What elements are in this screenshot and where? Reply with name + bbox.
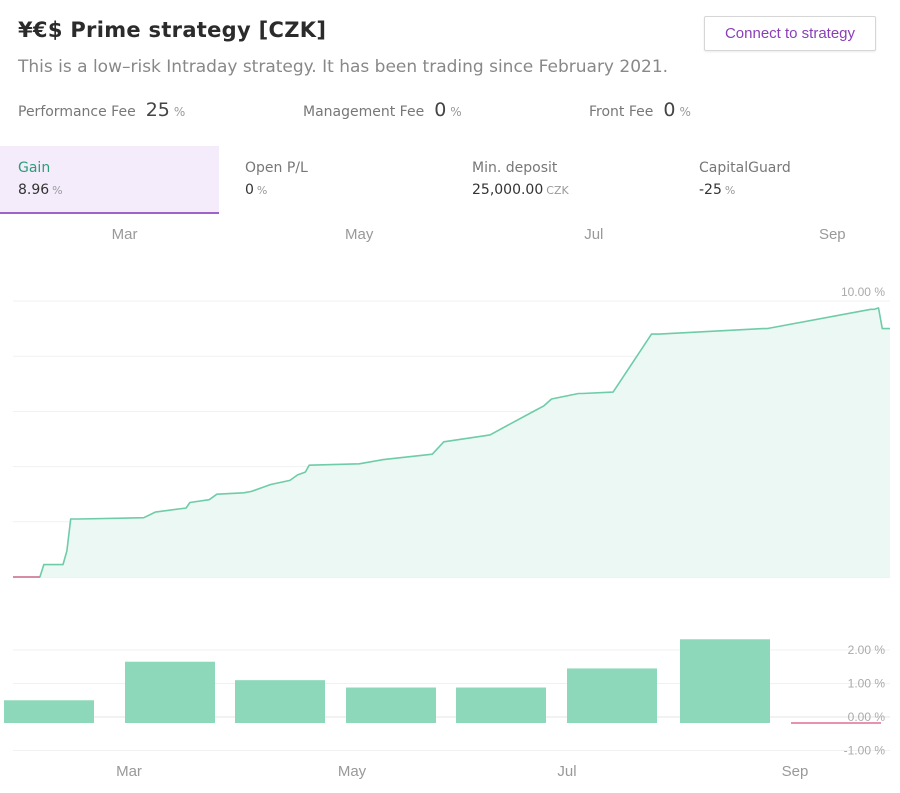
connect-to-strategy-button[interactable]: Connect to strategy [704,16,876,51]
performance-fee: Performance Fee 25 % [18,99,185,121]
front-fee-label: Front Fee [589,104,654,120]
tab-gain[interactable]: Gain 8.96% [0,146,219,214]
gain-value: 8.96 [18,182,50,198]
front-fee: Front Fee 0 % [589,99,691,121]
gain-label: Gain [18,160,51,176]
min-deposit-label: Min. deposit [472,160,558,176]
management-fee-label: Management Fee [303,104,425,120]
monthly-bar-2021-07 [567,668,657,723]
front-fee-value: 0 [663,99,676,121]
gain-line [13,307,890,578]
open-pl-value: 0 [245,182,254,198]
open-pl-value-wrap: 0% [245,182,267,198]
stats-tabs: Gain 8.96% Open P/L 0% Min. deposit 25,0… [0,146,900,214]
capitalguard-label: CapitalGuard [699,160,791,176]
bar-x-axis-month-label: Sep [782,763,809,780]
x-axis-month-label: Mar [112,226,138,243]
x-axis-month-label: Jul [584,226,603,243]
min-deposit-unit: CZK [546,184,569,197]
bar-x-axis-month-label: Jul [557,763,576,780]
strategy-description: This is a low–risk Intraday strategy. It… [18,57,669,77]
x-axis-month-label: Sep [819,226,846,243]
tab-min-deposit[interactable]: Min. deposit 25,000.00 CZK [454,146,673,212]
min-deposit-value: 25,000.00 [472,182,544,198]
min-deposit-value-wrap: 25,000.00 CZK [472,182,569,198]
bar-y-tick-label: 1.00 % [848,677,886,691]
performance-fee-unit: % [173,105,186,119]
performance-fee-label: Performance Fee [18,104,136,120]
bar-y-tick-label: -1.00 % [844,744,886,758]
capitalguard-value: -25 [699,182,722,198]
capitalguard-value-wrap: -25% [699,182,735,198]
open-pl-unit: % [256,184,268,197]
bar-x-axis-month-label: Mar [116,763,142,780]
management-fee-value: 0 [434,99,447,121]
bar-y-tick-label: 0.00 % [848,710,886,724]
monthly-bar-2021-05 [346,687,436,723]
performance-fee-value: 25 [145,99,170,121]
capitalguard-unit: % [724,184,736,197]
y-tick-label: 10.00 % [841,285,885,299]
monthly-bar-2021-04 [235,680,325,723]
tab-open-pl[interactable]: Open P/L 0% [227,146,446,212]
monthly-bar-2021-06 [456,687,546,723]
gain-area [13,307,890,577]
fees-row: Performance Fee 25 % Management Fee 0 % … [0,99,900,127]
management-fee: Management Fee 0 % [303,99,462,121]
gain-unit: % [52,184,63,197]
bar-y-tick-label: 2.00 % [848,643,886,657]
monthly-bar-2021-08 [680,639,770,723]
front-fee-unit: % [679,105,691,119]
monthly-bar-2021-02 [4,700,94,723]
management-fee-unit: % [450,105,462,119]
bar-x-axis-month-label: May [338,763,367,780]
strategy-title: ¥€$ Prime strategy [CZK] [18,18,327,42]
open-pl-label: Open P/L [245,160,308,176]
gain-value-wrap: 8.96% [18,182,63,198]
monthly-bar-2021-03 [125,661,215,723]
tab-capitalguard[interactable]: CapitalGuard -25% [681,146,900,212]
x-axis-month-label: May [345,226,374,243]
